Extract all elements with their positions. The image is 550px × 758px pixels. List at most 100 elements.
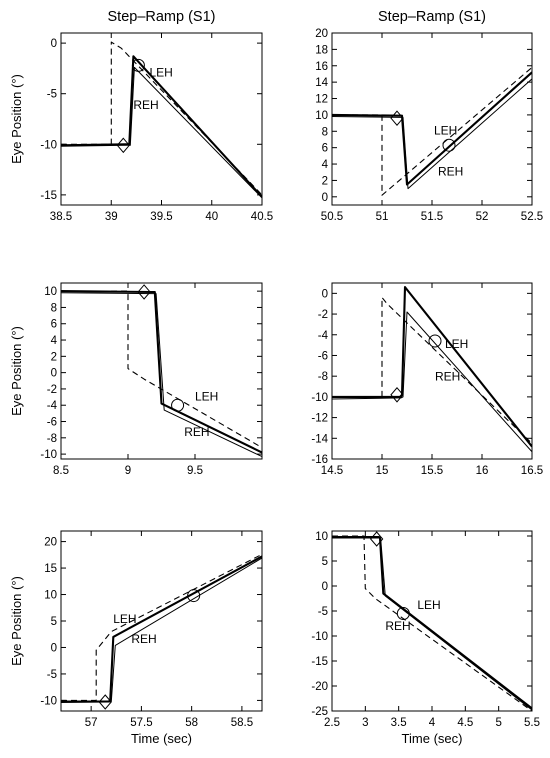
series-line-thick (332, 71, 532, 186)
y-tick-label: -12 (311, 413, 328, 425)
annotation-label-leh: LEH (195, 389, 218, 403)
diamond-marker (370, 531, 384, 547)
series-line-thick (61, 55, 262, 198)
y-tick-label: 4 (51, 335, 58, 347)
y-tick-label: 20 (44, 537, 57, 549)
y-tick-label: 18 (315, 44, 328, 56)
y-tick-label: 10 (315, 531, 328, 543)
y-tick-label: 4 (322, 159, 329, 171)
y-tick-label: 0 (51, 368, 57, 380)
annotation-label-reh: REH (385, 619, 410, 633)
panel-3: 8.5 9 9.5 10 8 6 4 2 0 -2 -4 -6 -8 -10 LEH REH Eye Posit… (9, 282, 263, 477)
x-tick-label: 50.5 (321, 211, 343, 223)
y-tick-label: -5 (318, 606, 328, 618)
y-tick-label: 2 (51, 351, 57, 363)
x-tick-label: 58.5 (231, 717, 253, 729)
x-tick-label: 57.5 (130, 717, 152, 729)
y-tick-label: -4 (47, 400, 58, 412)
y-tick-label: 0 (51, 642, 57, 654)
x-tick-label: 52.5 (521, 211, 543, 223)
x-tick-label: 16.5 (521, 465, 543, 477)
series-line-thick (61, 555, 262, 703)
y-tick-label: 5 (51, 616, 57, 628)
x-tick-label: 4.5 (457, 717, 473, 729)
x-tick-label: 9.5 (187, 465, 203, 477)
x-tick-label: 57 (85, 717, 98, 729)
diamond-marker (390, 387, 404, 403)
series-group (61, 290, 262, 458)
series-line-thin (332, 78, 532, 190)
circle-marker (396, 607, 410, 620)
y-tick-label: -6 (47, 417, 57, 429)
y-tick-label: 0 (322, 288, 328, 300)
series-line-thin (61, 292, 262, 458)
y-tick-label: 16 (315, 61, 328, 73)
chart-title: Step–Ramp (S1) (378, 9, 486, 25)
y-tick-label: 15 (44, 563, 57, 575)
y-tick-label: 2 (322, 175, 328, 187)
y-tick-label: -5 (47, 89, 57, 101)
y-tick-label: 8 (51, 302, 57, 314)
chart-title: Step–Ramp (S1) (108, 9, 216, 25)
annotation-label-reh: REH (131, 632, 156, 646)
plot-frame (331, 530, 533, 712)
annotation-label-reh: REH (435, 369, 460, 383)
plot-frame (331, 32, 533, 206)
series-line-thin (61, 66, 262, 199)
x-tick-label: 40.5 (251, 211, 273, 223)
annotation-label-leh: LEH (445, 337, 468, 351)
series-line-thin (332, 311, 532, 453)
y-tick-label: -10 (311, 392, 328, 404)
annotation-label-reh: REH (184, 425, 209, 439)
circle-marker (442, 138, 456, 152)
y-tick-label: -10 (40, 449, 57, 461)
series-line-dashed (61, 553, 262, 701)
panel-2: 50.5 51 51.5 52 52.5 0 2 4 6 8 10 12 14 16 18 20 LEH REH S… (315, 9, 543, 223)
x-tick-label: 16 (476, 465, 489, 477)
y-tick-label: 12 (315, 94, 328, 106)
diamond-marker (116, 137, 130, 154)
y-tick-label: -16 (311, 454, 328, 466)
y-axis-label: Eye Position (°) (9, 326, 24, 416)
series-group (332, 535, 532, 711)
y-tick-label: 10 (315, 110, 328, 122)
annotation-label-reh: REH (133, 98, 158, 112)
annotation-label-leh: LEH (149, 66, 172, 80)
plot-frame (60, 32, 263, 206)
y-tick-label: -25 (311, 706, 328, 718)
series-group (332, 286, 532, 453)
annotation-label-reh: REH (438, 165, 463, 179)
y-tick-label: -14 (311, 433, 328, 445)
y-axis-label: Eye Position (°) (9, 74, 24, 164)
annotation-label-leh: LEH (113, 612, 136, 626)
x-tick-label: 38.5 (50, 211, 72, 223)
x-tick-label: 58 (185, 717, 198, 729)
y-tick-label: 10 (44, 286, 57, 298)
y-tick-label: -5 (47, 669, 57, 681)
panel-1: 38.5 39 39.5 40 40.5 0 -5 -10 -15 LEH REH Step–Ramp… (9, 9, 273, 223)
x-tick-label: 39.5 (150, 211, 172, 223)
x-tick-label: 8.5 (53, 465, 69, 477)
x-tick-label: 51 (376, 211, 389, 223)
x-tick-label: 3 (362, 717, 368, 729)
x-tick-label: 15.5 (421, 465, 443, 477)
annotation-label-leh: LEH (434, 124, 457, 138)
y-tick-label: 8 (322, 126, 328, 138)
x-tick-label: 52 (476, 211, 489, 223)
circle-marker (171, 398, 185, 412)
y-tick-label: -15 (40, 190, 57, 202)
series-line-dashed (332, 66, 532, 196)
y-tick-label: -2 (318, 309, 328, 321)
x-tick-label: 2.5 (324, 717, 340, 729)
y-tick-label: 6 (322, 143, 328, 155)
series-line-thin (61, 557, 262, 703)
y-tick-label: -8 (318, 371, 328, 383)
diamond-marker (137, 284, 151, 300)
x-tick-label: 5.5 (524, 717, 540, 729)
x-tick-label: 40 (205, 211, 218, 223)
y-tick-label: 14 (315, 77, 328, 89)
y-tick-label: 5 (322, 556, 328, 568)
annotation-label-leh: LEH (417, 598, 440, 612)
x-tick-label: 15 (376, 465, 389, 477)
